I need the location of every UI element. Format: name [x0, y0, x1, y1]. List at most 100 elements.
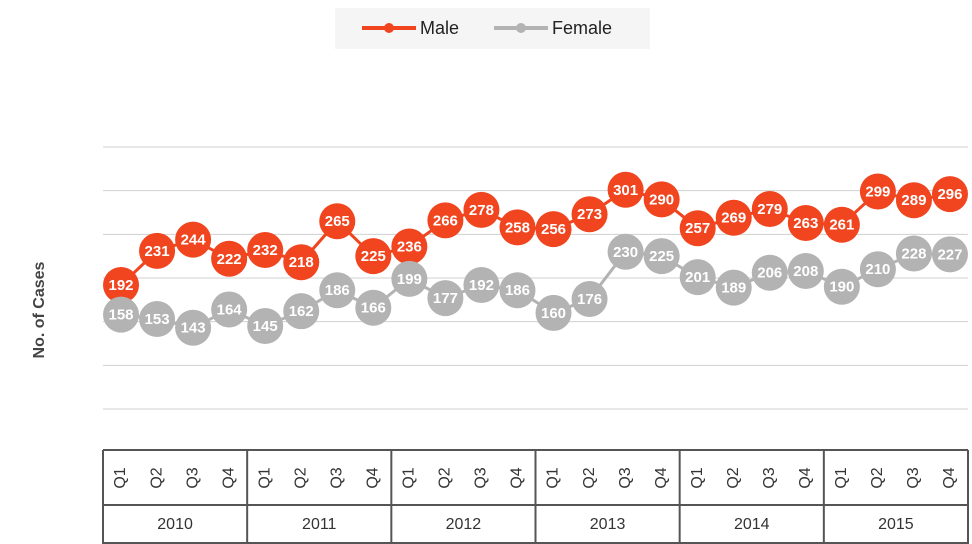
data-label: 210 [865, 261, 890, 278]
data-point [499, 209, 536, 246]
data-label: 232 [253, 242, 278, 259]
x-tick-label: Q2 [292, 467, 309, 488]
data-label: 261 [829, 217, 854, 234]
data-label: 279 [757, 201, 782, 218]
data-label: 143 [181, 320, 206, 337]
legend-label: Male [420, 18, 459, 38]
group-label: 2015 [878, 516, 914, 533]
data-label: 301 [613, 182, 638, 199]
data-point [859, 173, 896, 210]
data-label: 263 [793, 215, 818, 232]
data-label: 208 [793, 263, 818, 280]
data-label: 299 [865, 184, 890, 201]
data-point [355, 238, 392, 275]
data-point [463, 266, 500, 303]
data-label: 160 [541, 305, 566, 322]
x-tick-label: Q3 [761, 467, 778, 488]
data-point [463, 191, 500, 228]
data-label: 218 [289, 254, 314, 271]
data-label: 189 [721, 280, 746, 297]
data-label: 278 [469, 202, 494, 219]
data-point [607, 171, 644, 208]
x-tick-label: Q1 [401, 467, 418, 488]
data-label: 230 [613, 244, 638, 261]
data-label: 177 [433, 290, 458, 307]
data-label: 186 [505, 282, 530, 299]
data-label: 206 [757, 265, 782, 282]
data-point [823, 268, 860, 305]
data-point [175, 221, 212, 258]
data-point [859, 251, 896, 288]
data-label: 158 [109, 307, 134, 324]
x-tick-label: Q4 [509, 467, 526, 488]
group-label: 2010 [157, 516, 193, 533]
x-tick-label: Q1 [833, 467, 850, 488]
legend-marker [516, 23, 526, 33]
data-point [139, 232, 176, 269]
data-label: 244 [181, 232, 207, 249]
data-point [427, 280, 464, 317]
data-point [211, 240, 248, 277]
x-tick-label: Q1 [545, 467, 562, 488]
group-label: 2012 [446, 516, 482, 533]
data-point [895, 235, 932, 272]
data-label: 201 [685, 269, 710, 286]
data-point [499, 272, 536, 309]
x-tick-label: Q4 [653, 467, 670, 488]
data-label: 166 [361, 300, 386, 317]
data-point [679, 210, 716, 247]
data-point [391, 260, 428, 297]
x-tick-label: Q3 [905, 467, 922, 488]
data-point [427, 202, 464, 239]
data-label: 289 [901, 192, 926, 209]
data-label: 222 [217, 251, 242, 268]
data-point [571, 196, 608, 233]
data-point [535, 294, 572, 331]
data-point [751, 254, 788, 291]
x-tick-label: Q2 [581, 467, 598, 488]
data-label: 225 [649, 248, 674, 265]
x-tick-label: Q1 [689, 467, 706, 488]
legend-label: Female [552, 18, 612, 38]
data-label: 176 [577, 291, 602, 308]
data-label: 258 [505, 219, 530, 236]
data-label: 190 [829, 279, 854, 296]
data-label: 256 [541, 221, 566, 238]
data-point [283, 293, 320, 330]
data-point [319, 203, 356, 240]
x-tick-label: Q3 [184, 467, 201, 488]
data-point [571, 280, 608, 317]
x-tick-label: Q3 [473, 467, 490, 488]
x-tick-label: Q4 [941, 467, 958, 488]
data-point [895, 182, 932, 219]
data-label: 225 [361, 248, 386, 265]
data-point [247, 232, 284, 269]
series-line [119, 188, 951, 287]
data-label: 153 [145, 311, 170, 328]
data-point [211, 291, 248, 328]
x-tick-label: Q2 [869, 467, 886, 488]
x-tick-label: Q1 [256, 467, 273, 488]
x-tick-label: Q2 [148, 467, 165, 488]
x-tick-label: Q3 [617, 467, 634, 488]
data-point [355, 289, 392, 326]
data-label: 192 [469, 277, 494, 294]
data-label: 273 [577, 206, 602, 223]
data-label: 231 [145, 243, 170, 260]
data-point [319, 272, 356, 309]
data-point [643, 238, 680, 275]
data-point [247, 308, 284, 345]
data-label: 266 [433, 212, 458, 229]
data-label: 145 [253, 318, 278, 335]
x-tick-label: Q2 [437, 467, 454, 488]
x-tick-label: Q1 [112, 467, 129, 488]
x-tick-label: Q4 [220, 467, 237, 488]
group-label: 2013 [590, 516, 626, 533]
data-point [931, 176, 968, 213]
data-label: 296 [937, 186, 962, 203]
data-point [715, 199, 752, 236]
data-point [283, 244, 320, 281]
data-point [391, 228, 428, 265]
